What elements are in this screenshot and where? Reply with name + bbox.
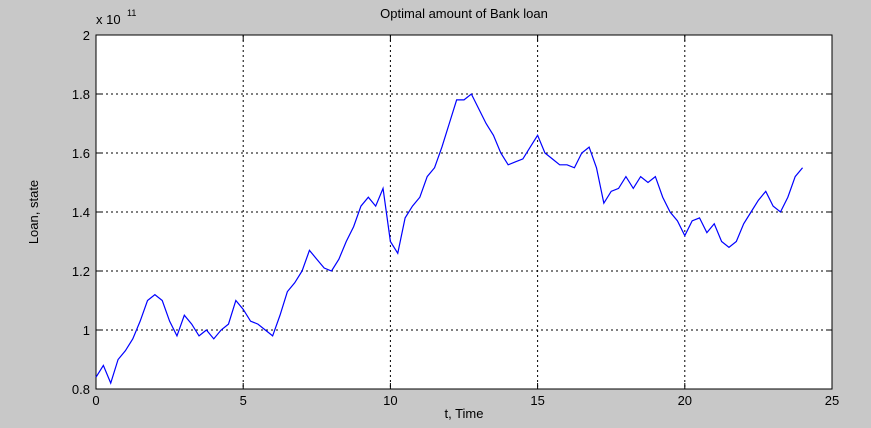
data-line: [95, 93, 804, 385]
plot-area: [96, 35, 832, 389]
plot-frame: [95, 34, 833, 390]
y-tick-label: 0.8: [72, 382, 90, 397]
x-tick-label: 0: [92, 393, 99, 408]
x-tick-label: 20: [678, 393, 692, 408]
y-tick-label: 1.8: [72, 87, 90, 102]
y-tick-label: 1.4: [72, 205, 90, 220]
x-tick-label: 10: [383, 393, 397, 408]
x-tick-label: 5: [240, 393, 247, 408]
y-multiplier-exponent: 11: [127, 8, 136, 18]
y-tick-label: 1.6: [72, 146, 90, 161]
y-tick-label: 1.2: [72, 264, 90, 279]
x-tick-label: 25: [825, 393, 839, 408]
y-axis-label: Loan, state: [26, 180, 41, 244]
y-multiplier: x 10: [96, 12, 121, 27]
x-axis-label: t, Time: [444, 406, 483, 421]
chart-title: Optimal amount of Bank loan: [380, 6, 548, 21]
y-tick-label: 2: [83, 28, 90, 43]
x-tick-label: 15: [530, 393, 544, 408]
y-tick-label: 1: [83, 323, 90, 338]
